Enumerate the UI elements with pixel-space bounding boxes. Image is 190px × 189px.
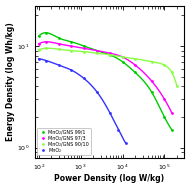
MnO₂ xyxy=(45,59,47,62)
MnO₂/GNS 90/10 xyxy=(38,49,40,51)
MnO₂/GNS 90/10 xyxy=(83,50,85,53)
MnO₂/GNS 97/3 xyxy=(171,112,173,114)
Y-axis label: Energy Density (log Wh/kg): Energy Density (log Wh/kg) xyxy=(6,22,15,141)
MnO₂/GNS 99/1 xyxy=(96,50,98,52)
Line: MnO₂: MnO₂ xyxy=(37,57,127,145)
MnO₂/GNS 97/3 xyxy=(163,98,165,100)
MnO₂ xyxy=(58,64,60,66)
MnO₂/GNS 97/3 xyxy=(121,56,124,58)
MnO₂/GNS 99/1 xyxy=(134,71,136,74)
MnO₂/GNS 90/10 xyxy=(134,58,136,60)
Line: MnO₂/GNS 97/3: MnO₂/GNS 97/3 xyxy=(37,40,173,114)
MnO₂ xyxy=(70,69,72,71)
MnO₂/GNS 99/1 xyxy=(38,35,40,37)
MnO₂/GNS 99/1 xyxy=(58,37,60,39)
MnO₂ xyxy=(109,112,111,114)
MnO₂/GNS 97/3 xyxy=(83,47,85,49)
MnO₂/GNS 97/3 xyxy=(38,43,40,45)
MnO₂/GNS 90/10 xyxy=(70,50,72,52)
MnO₂/GNS 97/3 xyxy=(109,52,111,54)
MnO₂/GNS 90/10 xyxy=(163,64,165,66)
MnO₂/GNS 99/1 xyxy=(45,32,47,34)
MnO₂/GNS 99/1 xyxy=(171,129,173,131)
MnO₂/GNS 97/3 xyxy=(70,45,72,47)
MnO₂/GNS 90/10 xyxy=(58,48,60,50)
MnO₂/GNS 97/3 xyxy=(151,80,153,82)
MnO₂/GNS 97/3 xyxy=(96,50,98,52)
MnO₂ xyxy=(117,129,120,131)
MnO₂ xyxy=(96,91,98,94)
MnO₂/GNS 99/1 xyxy=(121,61,124,63)
MnO₂/GNS 99/1 xyxy=(70,41,72,43)
MnO₂ xyxy=(83,77,85,80)
MnO₂/GNS 90/10 xyxy=(171,71,173,74)
Line: MnO₂/GNS 90/10: MnO₂/GNS 90/10 xyxy=(37,47,178,88)
Legend: MnO₂/GNS 99/1, MnO₂/GNS 97/3, MnO₂/GNS 90/10, MnO₂: MnO₂/GNS 99/1, MnO₂/GNS 97/3, MnO₂/GNS 9… xyxy=(37,128,91,155)
Line: MnO₂/GNS 99/1: MnO₂/GNS 99/1 xyxy=(37,31,173,131)
MnO₂/GNS 97/3 xyxy=(134,64,136,66)
MnO₂/GNS 90/10 xyxy=(176,85,178,88)
MnO₂/GNS 90/10 xyxy=(45,47,47,49)
MnO₂/GNS 90/10 xyxy=(109,54,111,56)
MnO₂/GNS 99/1 xyxy=(83,45,85,47)
MnO₂/GNS 90/10 xyxy=(96,52,98,54)
MnO₂/GNS 97/3 xyxy=(45,41,47,43)
MnO₂/GNS 97/3 xyxy=(58,43,60,45)
MnO₂/GNS 90/10 xyxy=(151,61,153,63)
MnO₂/GNS 99/1 xyxy=(151,91,153,94)
MnO₂ xyxy=(125,142,127,145)
MnO₂/GNS 99/1 xyxy=(109,54,111,56)
MnO₂ xyxy=(38,58,40,60)
MnO₂/GNS 90/10 xyxy=(121,56,124,58)
X-axis label: Power Density (log W/kg): Power Density (log W/kg) xyxy=(55,174,165,184)
MnO₂/GNS 99/1 xyxy=(163,116,165,118)
